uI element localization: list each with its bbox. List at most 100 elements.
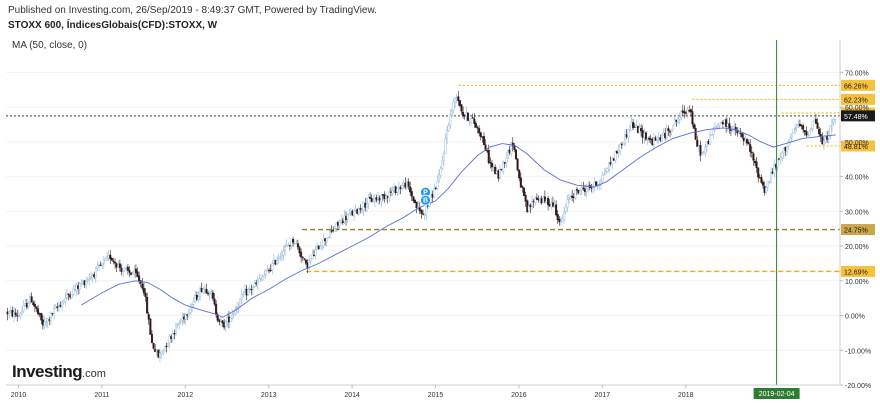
candle-body — [654, 137, 657, 141]
candle-body — [69, 294, 72, 298]
candle-body — [412, 196, 415, 202]
candle-body — [797, 124, 800, 127]
candle-body — [468, 121, 471, 123]
candle-body — [489, 162, 492, 164]
candle-body — [253, 283, 256, 288]
candle-body — [251, 287, 254, 290]
candle-body — [117, 264, 120, 268]
candle-body — [75, 284, 78, 291]
candle-body — [51, 312, 54, 315]
candle-body — [710, 134, 713, 136]
candle-body — [292, 238, 295, 243]
candle-body — [768, 181, 771, 183]
candle-body — [357, 208, 360, 215]
candle-body — [130, 272, 133, 275]
candle-body — [298, 247, 301, 254]
level-label: 48.81% — [844, 144, 868, 151]
candle-body — [494, 166, 497, 175]
x-tick-label: 2013 — [261, 392, 277, 399]
candle-body — [567, 198, 570, 200]
candle-body — [296, 243, 299, 248]
candle-body — [282, 250, 285, 256]
candle-body — [405, 181, 408, 189]
candle-body — [778, 158, 781, 160]
candle-body — [715, 126, 718, 128]
candle-body — [221, 320, 224, 324]
candle-body — [701, 153, 704, 156]
candle-body — [790, 133, 793, 138]
candle-body — [601, 174, 604, 182]
candle-body — [107, 255, 110, 258]
candle-body — [102, 260, 105, 264]
candle-body — [794, 128, 797, 130]
candle-body — [737, 132, 740, 134]
symbol-title: STOXX 600, ÍndicesGlobais(CFD):STOXX, W — [8, 20, 218, 31]
candle-body — [378, 197, 381, 201]
candle-body — [287, 245, 290, 247]
candle-body — [481, 136, 484, 138]
candle-body — [197, 296, 200, 300]
candle-body — [240, 293, 243, 300]
candle-body — [657, 137, 660, 139]
candle-body — [54, 306, 57, 309]
candle-body — [312, 254, 315, 257]
candle-body — [534, 197, 537, 203]
candle-body — [513, 145, 516, 150]
candle-body — [555, 204, 558, 216]
candle-body — [742, 137, 745, 142]
candle-body — [341, 220, 344, 224]
candle-body — [176, 324, 179, 326]
candle-body — [500, 168, 503, 171]
candle-body — [672, 125, 675, 130]
candle-body — [633, 126, 636, 128]
candle-body — [41, 319, 44, 326]
candle-body — [580, 186, 583, 191]
candle-body — [444, 138, 447, 155]
level-label: 12.69% — [844, 269, 868, 276]
candle-body — [449, 114, 452, 126]
candle-body — [345, 216, 348, 220]
candle-body — [582, 187, 585, 190]
candle-body — [268, 269, 271, 272]
level-label-box — [841, 224, 875, 236]
candle-body — [67, 293, 70, 296]
candle-body — [173, 332, 176, 335]
candle-body — [126, 266, 129, 271]
candle-body — [114, 261, 117, 264]
candle-body — [219, 319, 222, 322]
candle-body — [168, 335, 171, 343]
event-badge[interactable]: PB — [420, 186, 431, 206]
candle-body — [184, 313, 187, 320]
candle-body — [24, 303, 27, 306]
candle-body — [316, 245, 319, 250]
candle-body — [106, 256, 109, 260]
candle-body — [498, 169, 501, 178]
candle-body — [163, 346, 166, 352]
candle-body — [702, 152, 705, 154]
level-label: 66.26% — [844, 83, 868, 90]
candle-body — [681, 110, 684, 113]
candle-body — [361, 209, 364, 211]
candle-body — [529, 204, 532, 208]
candle-body — [611, 158, 614, 165]
candle-body — [425, 205, 428, 216]
candle-body — [564, 206, 567, 212]
candle-body — [728, 123, 731, 129]
candle-body — [729, 129, 732, 131]
candle-body — [73, 289, 76, 291]
candle-body — [199, 288, 202, 297]
candle-body — [61, 302, 64, 307]
candle-body — [447, 125, 450, 131]
level-label-box — [841, 110, 875, 122]
candle-body — [64, 297, 67, 302]
candle-body — [585, 188, 588, 192]
candle-body — [583, 188, 586, 193]
candle-body — [726, 123, 729, 127]
level-label-box — [841, 93, 875, 105]
candle-body — [224, 321, 227, 327]
candle-body — [640, 128, 643, 132]
candle-body — [243, 289, 246, 294]
candle-body — [526, 200, 529, 213]
candle-body — [750, 151, 753, 154]
